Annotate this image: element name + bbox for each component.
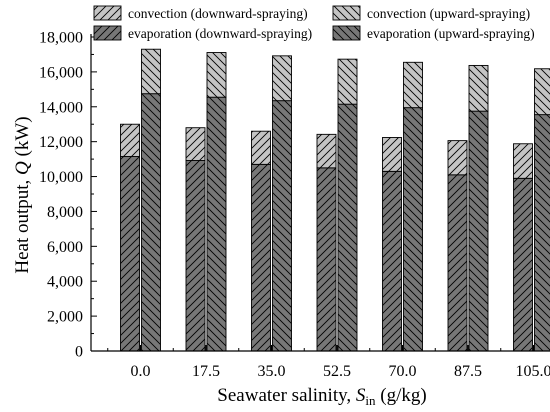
bar-upward-convection-4-hatch: [403, 61, 423, 109]
bar-upward-convection-0-hatch: [141, 48, 161, 95]
bar-upward-evaporation-5-hatch: [468, 110, 489, 352]
legend-swatch-2: [93, 25, 122, 41]
legend-item-3: evaporation (upward-spraying): [332, 25, 535, 41]
bar-upward-convection-1: [206, 52, 227, 98]
y-tick-label-6: 12,000: [39, 134, 83, 151]
bar-downward-evaporation-2-hatch: [251, 163, 271, 352]
bar-upward-convection-5-hatch: [468, 64, 489, 112]
bar-downward-convection-4: [382, 137, 402, 172]
bar-upward-evaporation-4: [403, 107, 423, 352]
bar-upward-evaporation-0-hatch: [141, 93, 161, 352]
bar-upward-convection-0: [141, 48, 161, 95]
bar-upward-evaporation-6-hatch: [534, 114, 550, 352]
legend-swatch-0: [93, 5, 122, 21]
bar-downward-evaporation-3-hatch: [316, 167, 337, 352]
bar-upward-convection-3-hatch: [337, 58, 358, 105]
x-tick-label-5: 87.5: [454, 363, 482, 380]
y-axis-title-unit: (kW): [12, 116, 33, 161]
bar-downward-evaporation-6: [513, 177, 533, 352]
x-tick-label-0: 0.0: [131, 363, 151, 380]
bars-layer: [120, 48, 550, 352]
y-tick-label-0: 0: [75, 344, 83, 361]
bar-upward-evaporation-4-hatch: [403, 107, 423, 352]
bar-downward-convection-6-hatch: [513, 143, 533, 179]
y-axis-title: Heat output, Q (kW): [12, 116, 33, 273]
bar-upward-evaporation-2: [272, 100, 292, 352]
bar-downward-evaporation-5-hatch: [447, 174, 468, 352]
legend-item-2: evaporation (downward-spraying): [93, 25, 312, 41]
bar-upward-convection-1-hatch: [206, 52, 227, 98]
legend-item-0: convection (downward-spraying): [93, 5, 308, 21]
bar-downward-evaporation-4-hatch: [382, 170, 402, 352]
bar-upward-evaporation-6: [534, 114, 550, 352]
legend-label-1: convection (upward-spraying): [367, 6, 530, 21]
bar-downward-convection-0-hatch: [120, 123, 140, 157]
legend-label-2: evaporation (downward-spraying): [128, 26, 312, 41]
legend-swatch-3: [332, 25, 361, 41]
bar-upward-convection-2: [272, 55, 292, 102]
legend-label-3: evaporation (upward-spraying): [367, 26, 535, 41]
bar-upward-convection-2-hatch: [272, 55, 292, 102]
bar-downward-evaporation-1: [185, 160, 206, 352]
bar-downward-evaporation-5: [447, 174, 468, 352]
bar-downward-convection-2-hatch: [251, 130, 271, 165]
x-tick-label-2: 35.0: [258, 363, 286, 380]
bar-downward-convection-0: [120, 123, 140, 157]
legend: convection (downward-spraying) convection…: [93, 5, 535, 41]
y-tick-label-7: 14,000: [39, 99, 83, 116]
bar-downward-convection-1-hatch: [185, 127, 206, 161]
x-axis-title-unit: (g/kg): [376, 385, 427, 406]
y-tick-label-2: 4,000: [47, 274, 83, 291]
bar-downward-convection-5-hatch: [447, 140, 468, 176]
bar-upward-convection-5: [468, 64, 489, 112]
bar-downward-convection-6: [513, 143, 533, 179]
legend-label-0: convection (downward-spraying): [128, 6, 308, 21]
legend-swatch-1: [332, 5, 361, 21]
x-axis-title-subscript: in: [365, 393, 376, 408]
x-tick-label-4: 70.0: [389, 363, 417, 380]
bar-downward-convection-4-hatch: [382, 137, 402, 172]
y-tick-label-5: 10,000: [39, 169, 83, 186]
y-tick-label-8: 16,000: [39, 64, 83, 81]
bar-upward-evaporation-1-hatch: [206, 96, 227, 352]
legend-item-1: convection (upward-spraying): [332, 5, 530, 21]
y-tick-label-4: 8,000: [47, 204, 83, 221]
bar-downward-evaporation-3: [316, 167, 337, 352]
bar-downward-convection-2: [251, 130, 271, 165]
y-tick-label-1: 2,000: [47, 309, 83, 326]
bar-upward-evaporation-5: [468, 110, 489, 352]
bar-upward-convection-3: [337, 58, 358, 105]
bar-downward-convection-5: [447, 140, 468, 176]
bar-upward-evaporation-3-hatch: [337, 103, 358, 352]
bar-downward-evaporation-1-hatch: [185, 160, 206, 352]
bar-upward-convection-6-hatch: [534, 68, 550, 116]
y-axis-title-main: Heat output,: [12, 175, 33, 274]
x-tick-label-3: 52.5: [323, 363, 351, 380]
bar-upward-evaporation-0: [141, 93, 161, 352]
bar-downward-evaporation-6-hatch: [513, 177, 533, 352]
bar-upward-evaporation-3: [337, 103, 358, 352]
x-tick-label-1: 17.5: [192, 363, 220, 380]
bar-downward-evaporation-4: [382, 170, 402, 352]
bar-downward-evaporation-2: [251, 163, 271, 352]
bar-downward-convection-1: [185, 127, 206, 161]
x-axis-title-main: Seawater salinity,: [217, 385, 356, 406]
bar-upward-evaporation-2-hatch: [272, 100, 292, 352]
bar-downward-evaporation-0-hatch: [120, 156, 140, 352]
y-tick-label-9: 18,000: [39, 30, 83, 47]
bar-upward-convection-4: [403, 61, 423, 109]
bar-upward-convection-6: [534, 68, 550, 116]
x-axis-title-symbol: S: [356, 385, 366, 406]
bar-upward-evaporation-1: [206, 96, 227, 352]
axes-layer: 0 2,000 4,000 6,000 8,000 10,000 12,000 14,000 1…: [39, 30, 550, 380]
x-axis-title: Seawater salinity, Sin (g/kg): [217, 385, 426, 408]
bar-downward-convection-3-hatch: [316, 133, 337, 169]
y-axis-title-symbol: Q: [12, 161, 33, 175]
y-tick-label-3: 6,000: [47, 239, 83, 256]
bar-downward-convection-3: [316, 133, 337, 169]
bar-downward-evaporation-0: [120, 156, 140, 352]
x-tick-label-6: 105.0: [516, 363, 550, 380]
